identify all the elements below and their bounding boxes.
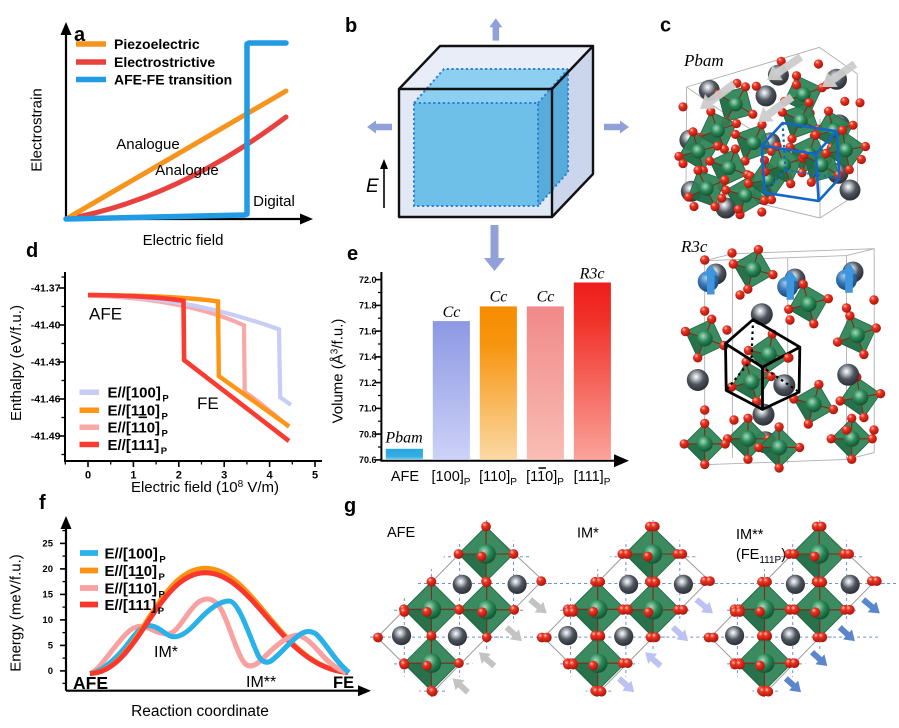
svg-text:R3c: R3c xyxy=(579,266,605,283)
svg-text:Cc: Cc xyxy=(490,289,508,306)
svg-text:72.0: 72.0 xyxy=(359,275,377,285)
svg-text:AFE-FE transition: AFE-FE transition xyxy=(114,72,232,88)
svg-text:-41.46: -41.46 xyxy=(31,394,61,406)
svg-text:71.8: 71.8 xyxy=(359,301,377,311)
svg-text:1: 1 xyxy=(130,470,136,482)
svg-text:E//[110]P: E//[110] P xyxy=(105,580,166,600)
svg-text:Digital: Digital xyxy=(253,193,295,210)
svg-text:c: c xyxy=(660,15,671,37)
svg-text:71.6: 71.6 xyxy=(359,326,377,336)
svg-text:Energy (meV/f.u.): Energy (meV/f.u.) xyxy=(8,554,25,672)
svg-text:Volume (Å3/f.u.): Volume (Å3/f.u.) xyxy=(329,319,347,424)
svg-text:Analogue: Analogue xyxy=(116,136,179,153)
svg-text:0: 0 xyxy=(85,470,91,482)
svg-text:Electrostrain: Electrostrain xyxy=(29,88,46,171)
svg-text:3: 3 xyxy=(221,470,227,482)
svg-text:E//[100]P: E//[100] P xyxy=(108,385,170,405)
svg-text:2: 2 xyxy=(176,470,182,482)
svg-text:a: a xyxy=(74,24,86,46)
svg-text:f: f xyxy=(39,492,46,514)
svg-text:E: E xyxy=(366,176,379,197)
svg-text:E//[110]P: E//[110] P xyxy=(108,403,169,423)
svg-text:-41.43: -41.43 xyxy=(31,357,61,369)
svg-text:70.8: 70.8 xyxy=(359,429,377,439)
svg-text:25: 25 xyxy=(42,539,53,550)
svg-text:AFE: AFE xyxy=(73,673,108,693)
svg-text:70.6: 70.6 xyxy=(359,455,377,465)
svg-text:E//[110]P: E//[110] P xyxy=(108,420,169,440)
svg-text:Cc: Cc xyxy=(443,304,461,321)
svg-text:FE: FE xyxy=(197,394,219,413)
svg-text:IM*: IM* xyxy=(577,526,599,542)
svg-text:71.4: 71.4 xyxy=(359,352,377,362)
svg-text:Analogue: Analogue xyxy=(155,162,218,179)
svg-text:g: g xyxy=(344,495,356,517)
svg-text:15: 15 xyxy=(42,590,53,601)
svg-text:71.0: 71.0 xyxy=(359,404,377,414)
svg-text:E//[111]P: E//[111] P xyxy=(105,597,165,617)
svg-text:4: 4 xyxy=(267,470,274,482)
svg-text:Reaction coordinate: Reaction coordinate xyxy=(131,703,269,720)
svg-text:-41.37: -41.37 xyxy=(31,283,61,295)
svg-text:20: 20 xyxy=(42,564,53,575)
svg-text:Pbam: Pbam xyxy=(683,51,724,70)
svg-text:R3c: R3c xyxy=(680,237,708,256)
svg-text:d: d xyxy=(26,240,38,262)
svg-text:Electric field: Electric field xyxy=(143,232,224,249)
svg-text:Cc: Cc xyxy=(537,289,555,306)
svg-text:Piezoelectric: Piezoelectric xyxy=(114,36,200,52)
svg-text:5: 5 xyxy=(48,641,54,652)
svg-text:IM**: IM** xyxy=(246,674,276,691)
svg-text:[110]P: [110]P xyxy=(526,469,564,488)
svg-text:AFE: AFE xyxy=(89,305,122,324)
svg-text:AFE: AFE xyxy=(391,469,420,485)
svg-text:AFE: AFE xyxy=(387,525,416,541)
svg-text:E//[100]P: E//[100] P xyxy=(105,545,167,565)
svg-text:b: b xyxy=(345,15,357,37)
svg-text:Electrostrictive: Electrostrictive xyxy=(114,54,215,70)
svg-text:E//[110]P: E//[110] P xyxy=(105,563,166,583)
svg-text:E//[111]P: E//[111] P xyxy=(108,437,168,457)
svg-text:IM**: IM** xyxy=(736,527,764,543)
svg-text:5: 5 xyxy=(312,470,318,482)
svg-text:71.2: 71.2 xyxy=(359,378,377,388)
svg-text:FE: FE xyxy=(333,674,354,692)
svg-text:IM*: IM* xyxy=(154,644,178,661)
svg-text:(FE111P): (FE111P) xyxy=(736,547,786,566)
svg-text:Electric field (108 V/m): Electric field (108 V/m) xyxy=(131,479,279,497)
svg-text:e: e xyxy=(347,243,358,265)
svg-text:[110]P: [110]P xyxy=(479,469,517,488)
svg-text:-41.49: -41.49 xyxy=(31,431,61,443)
svg-text:Pbam: Pbam xyxy=(384,430,422,447)
svg-text:[100]P: [100]P xyxy=(432,469,471,488)
svg-text:Enthalpy (eV/f.u.): Enthalpy (eV/f.u.) xyxy=(8,305,25,421)
svg-text:-41.40: -41.40 xyxy=(31,320,61,332)
svg-text:0: 0 xyxy=(48,666,53,677)
svg-text:[111]P: [111]P xyxy=(574,469,611,488)
svg-text:10: 10 xyxy=(42,615,53,626)
